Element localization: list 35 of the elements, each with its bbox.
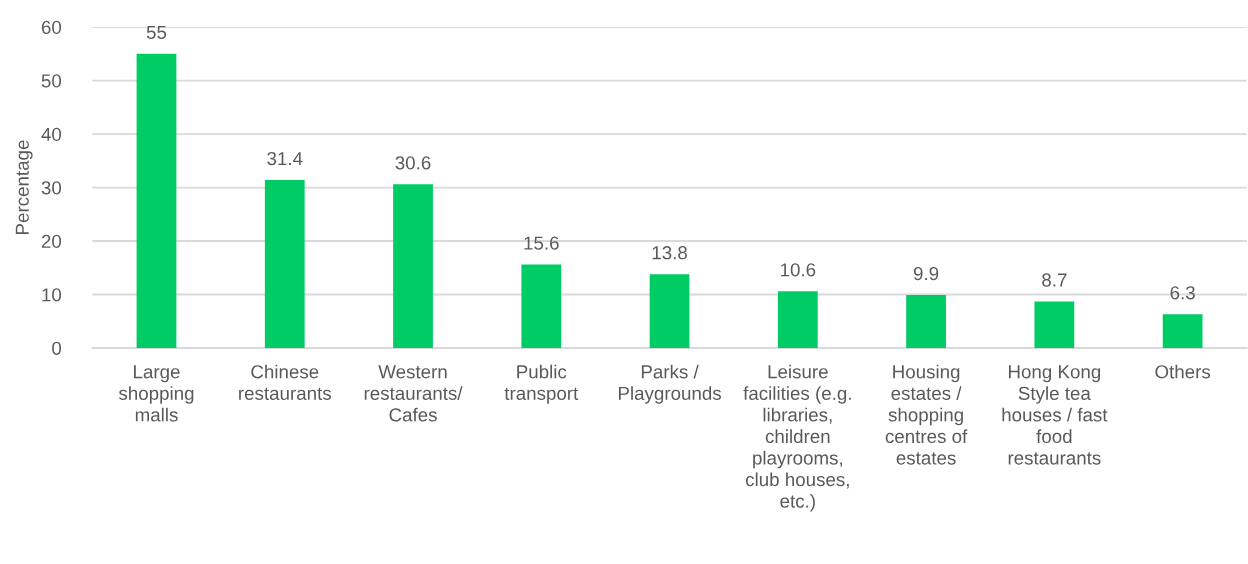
y-axis-title: Percentage bbox=[15, 140, 33, 234]
data-label: 31.4 bbox=[267, 151, 303, 166]
y-tick-label: 60 bbox=[41, 20, 62, 35]
x-tick-label: Large shopping malls bbox=[118, 365, 194, 422]
data-label: 9.9 bbox=[913, 266, 939, 281]
data-label: 10.6 bbox=[781, 263, 816, 277]
data-label: 8.7 bbox=[1042, 273, 1067, 287]
x-tick-label: Public transport bbox=[504, 364, 579, 404]
data-label: 30.6 bbox=[395, 156, 431, 170]
bar bbox=[393, 184, 433, 348]
bar bbox=[521, 264, 562, 348]
y-tick-label: 30 bbox=[41, 181, 62, 195]
y-tick-label: 10 bbox=[42, 288, 62, 302]
bar bbox=[264, 180, 305, 348]
y-tick-label: 50 bbox=[41, 74, 62, 88]
y-tick-label: 20 bbox=[41, 234, 62, 248]
bar bbox=[136, 53, 177, 348]
bar bbox=[1034, 301, 1075, 348]
bar bbox=[649, 274, 690, 348]
data-label: 6.3 bbox=[1170, 286, 1195, 300]
x-tick-label: Leisure facilities (e.g. libraries, children playrooms, club houses, etc.) bbox=[743, 364, 851, 512]
x-tick-label: Others bbox=[1155, 364, 1211, 379]
bar bbox=[1162, 314, 1203, 348]
x-tick-label: Parks / Playgrounds bbox=[618, 364, 721, 404]
x-tick-label: Housing estates / shopping centres of estates bbox=[885, 364, 968, 465]
x-tick-label: Western restaurants/ Cafes bbox=[364, 365, 463, 422]
y-tick-label: 0 bbox=[52, 341, 62, 355]
y-tick-label: 40 bbox=[41, 127, 62, 142]
x-tick-label: Chinese restaurants bbox=[239, 364, 331, 400]
data-label: 15.6 bbox=[524, 236, 559, 250]
data-label: 13.8 bbox=[652, 246, 687, 260]
bar bbox=[906, 295, 946, 348]
bar bbox=[777, 291, 818, 348]
data-label: 55 bbox=[146, 25, 167, 39]
x-tick-label: Hong Kong Style tea houses / fast food restaurants bbox=[1002, 365, 1108, 465]
